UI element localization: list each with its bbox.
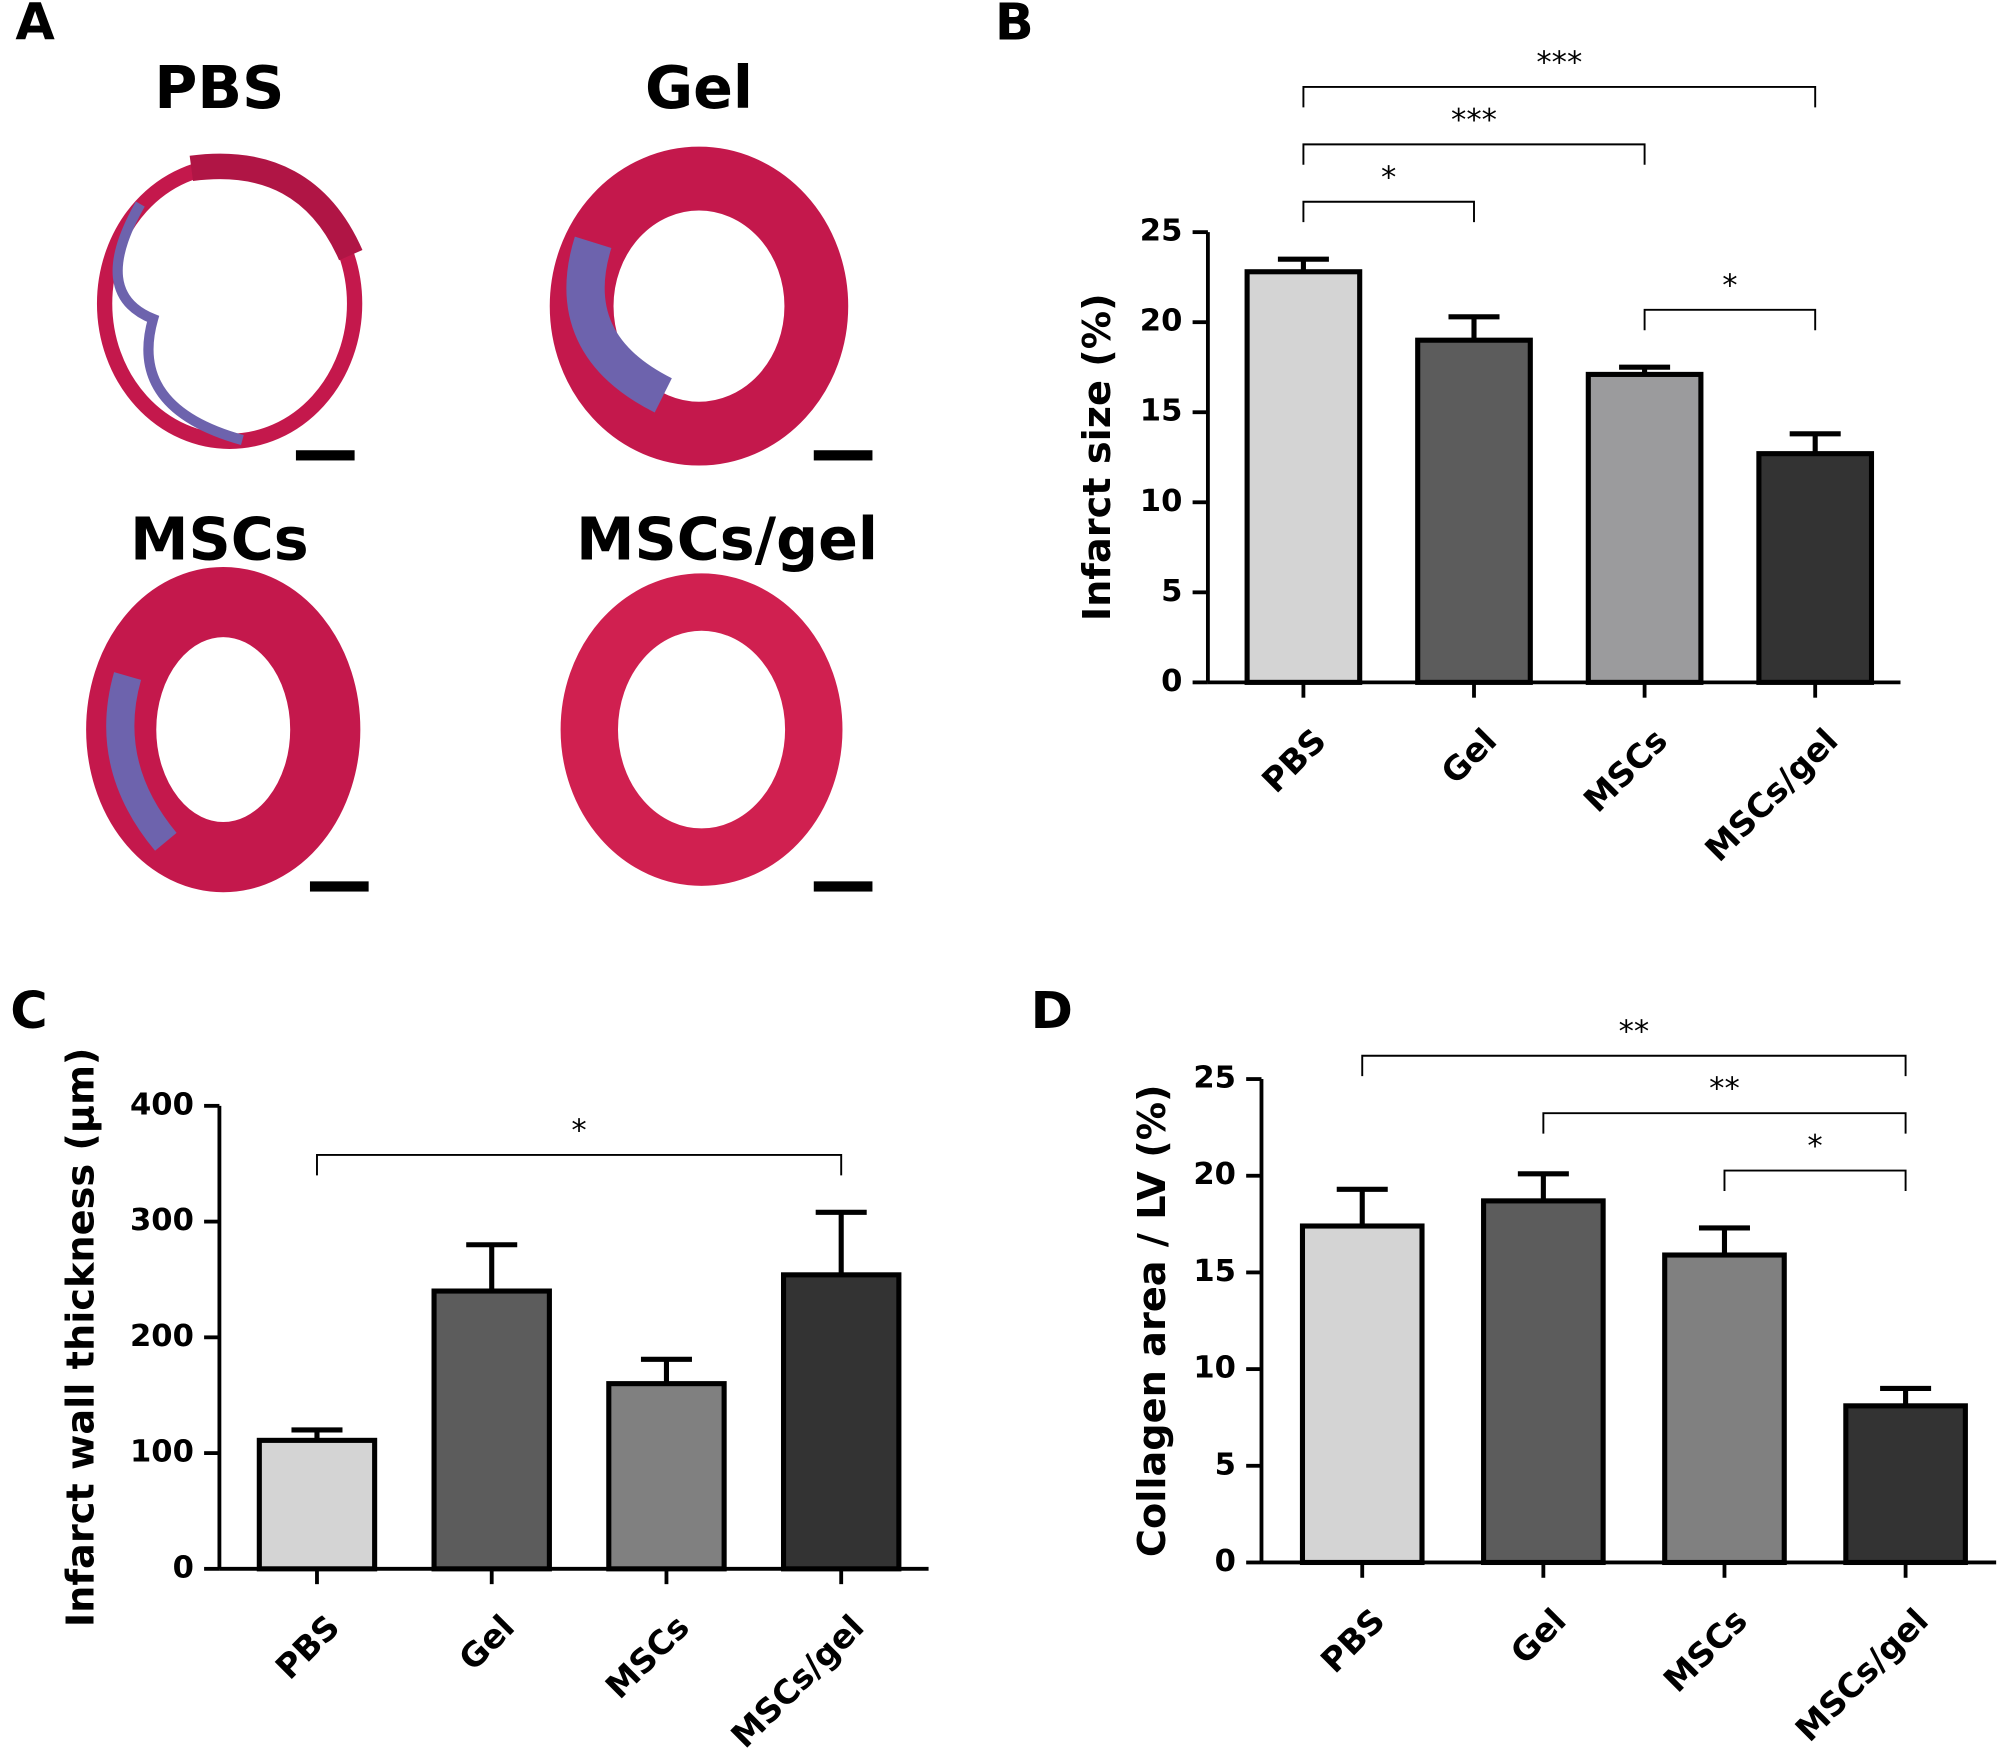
- x-tick-label: PBS: [1254, 721, 1334, 801]
- x-tick-label: PBS: [268, 1607, 348, 1687]
- y-tick-label: 25: [1193, 1061, 1236, 1096]
- x-tick-label: Gel: [1433, 721, 1504, 792]
- panel-label: C: [10, 982, 47, 1041]
- x-tick-label: Gel: [1503, 1601, 1574, 1672]
- bar: [1756, 451, 1875, 685]
- bar: [1585, 371, 1704, 685]
- histology-image: [549, 146, 873, 466]
- image-title: Gel: [645, 54, 753, 122]
- significance-label: *: [1381, 160, 1396, 195]
- bar: [780, 1272, 902, 1572]
- x-tick-label: Gel: [451, 1607, 522, 1678]
- panel-label: D: [1031, 982, 1073, 1041]
- bar: [1415, 337, 1533, 685]
- y-tick-label: 5: [1161, 574, 1182, 609]
- significance-label: *: [1807, 1129, 1822, 1164]
- y-tick-label: 0: [173, 1550, 194, 1585]
- significance-label: **: [1619, 1014, 1650, 1049]
- bar: [256, 1437, 378, 1572]
- panel-label: A: [15, 0, 55, 53]
- significance-label: *: [571, 1113, 586, 1148]
- y-tick-label: 10: [1140, 484, 1183, 519]
- y-tick-label: 15: [1140, 394, 1183, 429]
- bar: [606, 1381, 727, 1572]
- image-title: MSCs: [130, 505, 309, 573]
- y-axis-label: Collagen area / LV (%): [1130, 1084, 1175, 1557]
- y-tick-label: 300: [130, 1203, 194, 1238]
- significance-label: ***: [1536, 46, 1582, 81]
- histology-image: [96, 153, 363, 461]
- significance-bracket: [1723, 1169, 1907, 1191]
- significance-bracket: [316, 1153, 843, 1176]
- significance-bracket: [1302, 86, 1817, 108]
- bar: [1299, 1223, 1425, 1566]
- y-tick-label: 10: [1193, 1351, 1236, 1386]
- bar: [431, 1288, 552, 1572]
- x-tick-label: PBS: [1313, 1601, 1393, 1681]
- y-tick-label: 100: [130, 1435, 194, 1470]
- y-tick-label: 200: [130, 1319, 194, 1354]
- image-title: PBS: [154, 54, 284, 122]
- significance-label: *: [1722, 268, 1737, 303]
- y-tick-label: 0: [1161, 664, 1182, 699]
- y-axis-label: Infarct size (%): [1075, 293, 1120, 621]
- significance-bracket: [1643, 308, 1817, 331]
- significance-bracket: [1302, 143, 1646, 165]
- significance-label: **: [1709, 1072, 1740, 1107]
- histology-image: [560, 573, 873, 892]
- x-tick-label: MSCs: [598, 1607, 697, 1706]
- image-title: MSCs/gel: [576, 505, 878, 573]
- y-tick-label: 20: [1193, 1157, 1236, 1192]
- y-tick-label: 0: [1215, 1544, 1236, 1579]
- x-tick-label: MSCs/gel: [723, 1607, 871, 1755]
- panel-label: B: [995, 0, 1034, 53]
- bar: [1481, 1198, 1606, 1566]
- bar: [1244, 269, 1363, 685]
- y-tick-label: 25: [1140, 214, 1183, 249]
- significance-bracket: [1302, 200, 1475, 223]
- y-tick-label: 400: [130, 1087, 194, 1122]
- significance-label: ***: [1451, 103, 1497, 138]
- y-tick-label: 20: [1140, 304, 1183, 339]
- x-tick-label: MSCs/gel: [1697, 721, 1845, 869]
- significance-bracket: [1542, 1112, 1907, 1134]
- significance-bracket: [1361, 1054, 1907, 1077]
- x-tick-label: MSCs: [1656, 1601, 1755, 1700]
- y-tick-label: 15: [1193, 1254, 1236, 1289]
- x-tick-label: MSCs/gel: [1788, 1601, 1936, 1749]
- y-axis-label: Infarct wall thickness (μm): [58, 1048, 103, 1627]
- y-tick-label: 5: [1215, 1447, 1236, 1482]
- bar: [1662, 1252, 1787, 1566]
- x-tick-label: MSCs: [1576, 721, 1675, 820]
- histology-image: [86, 566, 369, 893]
- bar: [1843, 1403, 1968, 1566]
